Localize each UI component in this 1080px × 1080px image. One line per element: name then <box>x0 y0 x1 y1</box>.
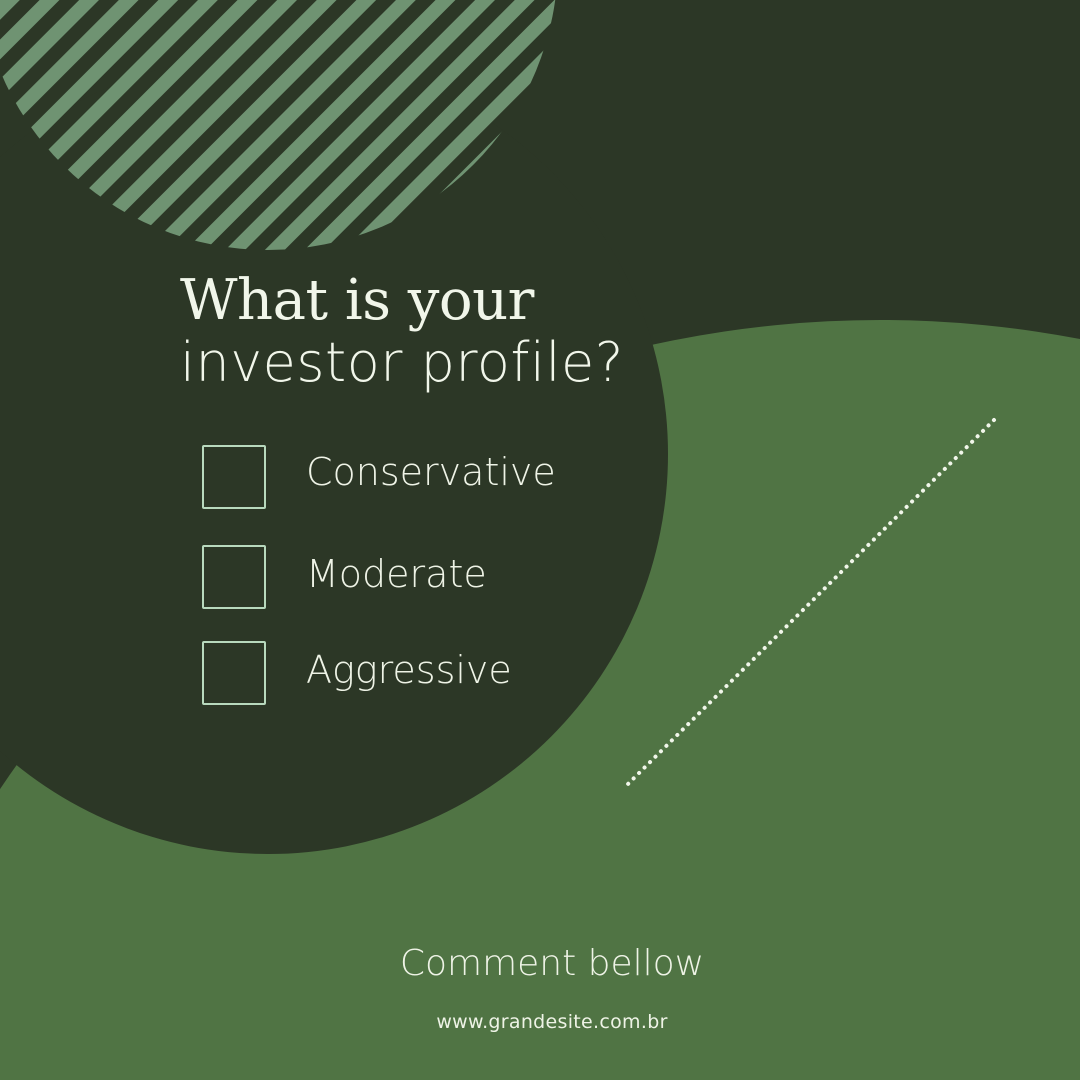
call-to-action: Comment bellow <box>399 943 705 984</box>
checkbox-conservative[interactable] <box>202 445 266 509</box>
dark-circle <box>0 54 668 854</box>
title-line-2: investor profile? <box>180 331 624 394</box>
option-label-aggressive: Aggressive <box>306 648 512 692</box>
title-line-1: What is your <box>180 268 534 333</box>
checkbox-aggressive[interactable] <box>202 641 266 705</box>
dotted-line <box>622 418 996 790</box>
option-label-moderate: Moderate <box>306 552 487 596</box>
website-url[interactable]: www.grandesite.com.br <box>436 1011 668 1033</box>
checkbox-moderate[interactable] <box>202 545 266 609</box>
option-label-conservative: Conservative <box>306 450 556 494</box>
